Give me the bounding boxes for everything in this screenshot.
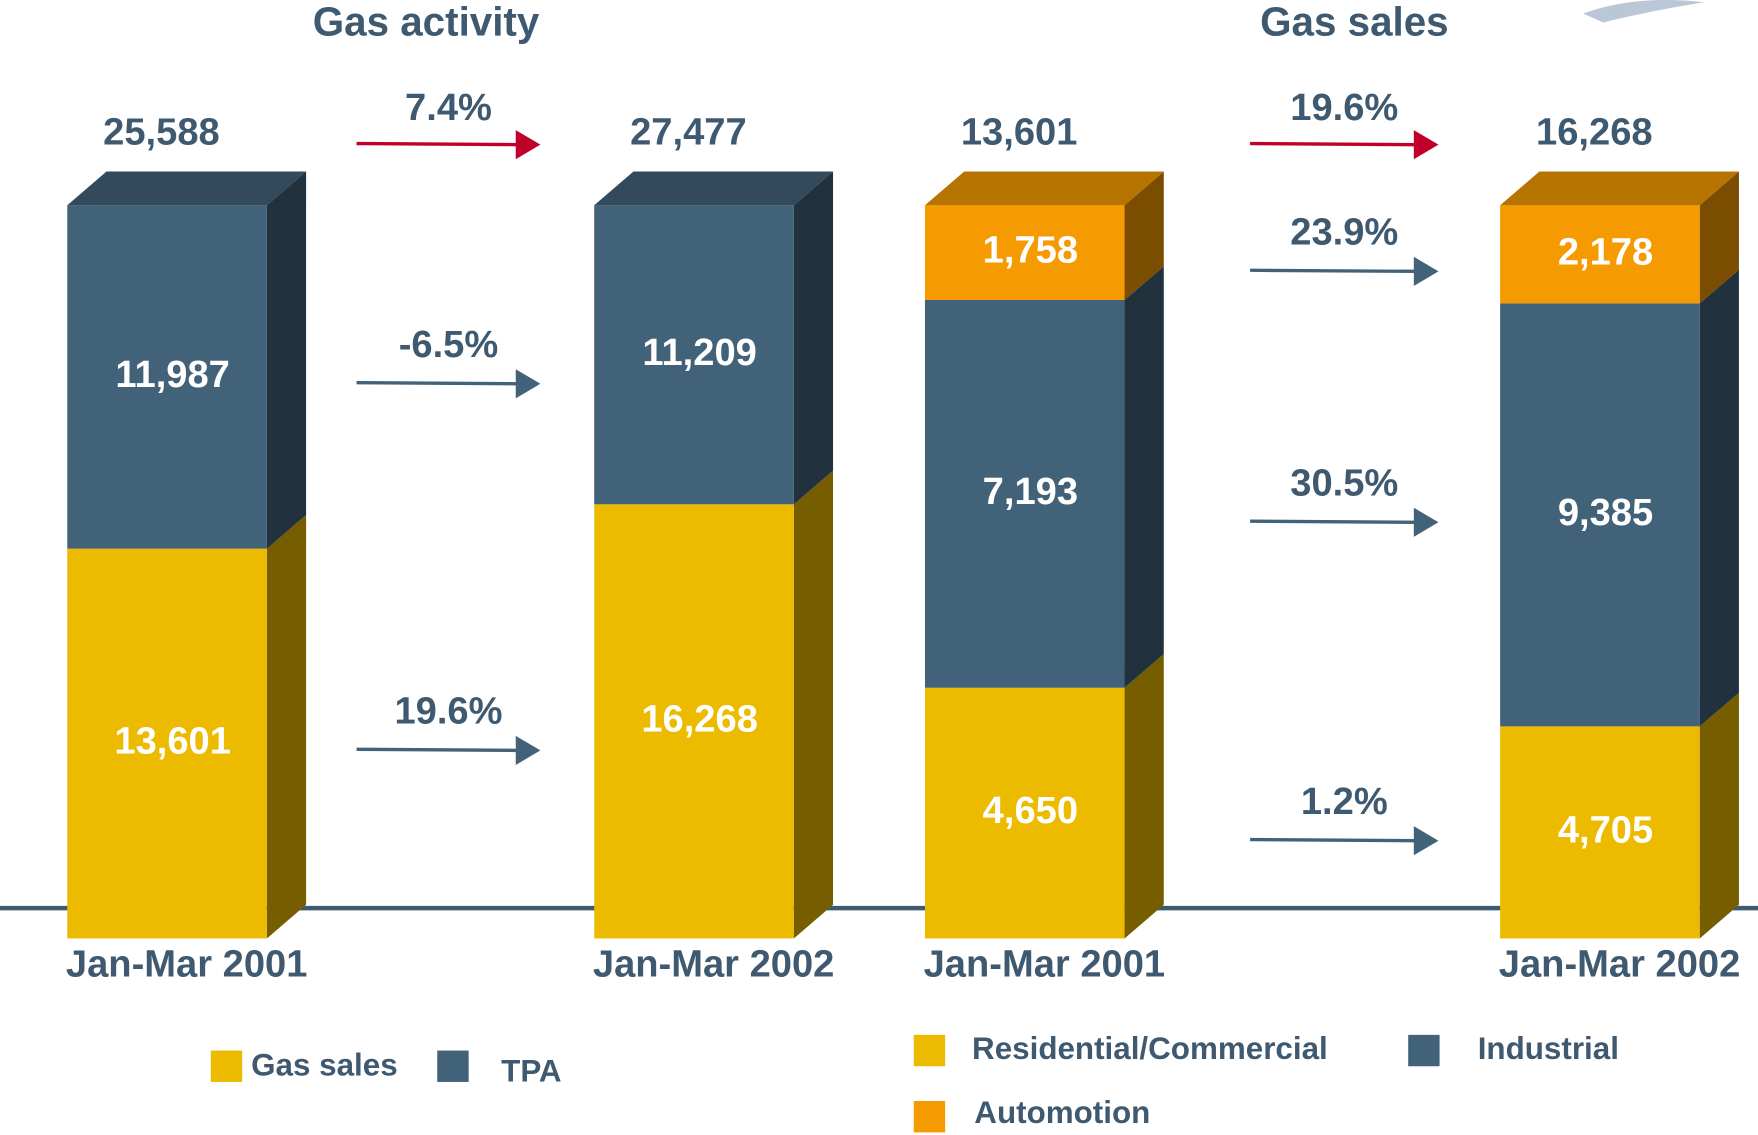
- legend-label: Industrial: [1478, 1031, 1619, 1066]
- value-label: 9,385: [1558, 492, 1653, 534]
- total-label: 25,588: [103, 112, 220, 154]
- bar-side: [1124, 266, 1164, 688]
- total-change: 19.6%: [1290, 87, 1398, 129]
- legend-swatch: [210, 1050, 243, 1082]
- value-label: 7,193: [983, 471, 1078, 513]
- change-arrow: [1250, 519, 1417, 524]
- legend-label: TPA: [501, 1053, 561, 1088]
- total-change: 7.4%: [405, 87, 492, 129]
- bar-side: [1124, 171, 1164, 300]
- bar-segment: [594, 205, 794, 505]
- change-arrow: [1250, 268, 1417, 274]
- logo-swoosh: [1583, 0, 1705, 23]
- bar-side: [266, 515, 307, 939]
- change-arrow: [1250, 837, 1417, 843]
- arrow-head: [515, 369, 541, 399]
- bar-segment: [594, 504, 794, 939]
- bar-side: [1699, 692, 1739, 939]
- bar-top: [1500, 171, 1739, 206]
- bar-side: [1699, 269, 1739, 727]
- value-label: 4,705: [1558, 809, 1653, 851]
- legend-swatch: [437, 1050, 469, 1082]
- value-label: 2,178: [1558, 231, 1653, 273]
- series-change: -6.5%: [399, 324, 499, 366]
- bar-side: [266, 171, 307, 549]
- bar-side: [1699, 171, 1739, 304]
- bar-segment: [1500, 205, 1700, 304]
- legend-swatch: [1408, 1034, 1440, 1067]
- x-tick-label: Jan-Mar 2002: [1499, 944, 1741, 986]
- value-label: 11,209: [642, 332, 756, 374]
- bar-side: [793, 171, 834, 505]
- total-label: 27,477: [630, 112, 747, 154]
- x-tick-label: Jan-Mar 2001: [66, 944, 307, 986]
- bar-segment: [1500, 726, 1700, 939]
- bar-top: [67, 171, 307, 206]
- value-label: 11,987: [115, 354, 229, 396]
- value-label: 13,601: [114, 721, 231, 763]
- bar-segment: [924, 205, 1125, 300]
- change-arrow: [356, 380, 518, 386]
- arrow-head: [1413, 826, 1439, 856]
- bar-segment: [67, 548, 267, 939]
- legend-swatch: [913, 1101, 946, 1133]
- arrow-head: [1413, 256, 1439, 286]
- change-arrow: [356, 141, 518, 147]
- arrow-head: [1413, 130, 1439, 160]
- x-tick-label: Jan-Mar 2001: [924, 944, 1166, 986]
- legend-swatch: [913, 1034, 946, 1067]
- bar-segment: [67, 205, 267, 549]
- total-label: 13,601: [961, 112, 1078, 154]
- series-change: 30.5%: [1290, 462, 1398, 504]
- legend-label: Automotion: [974, 1095, 1150, 1130]
- arrow-head: [515, 735, 541, 765]
- legend-label: Residential/Commercial: [972, 1031, 1328, 1066]
- bar-top: [924, 171, 1164, 206]
- chart-title: Gas sales: [1260, 0, 1449, 44]
- change-arrow: [356, 747, 518, 753]
- chart-title: Gas activity: [313, 0, 540, 44]
- bar-segment: [1500, 303, 1700, 727]
- legend-label: Gas sales: [251, 1048, 398, 1083]
- arrow-head: [1413, 507, 1439, 537]
- bar-side: [1124, 654, 1164, 939]
- bar-segment: [924, 299, 1125, 688]
- value-label: 16,268: [641, 698, 758, 740]
- arrow-head: [515, 130, 541, 160]
- bar-top: [594, 171, 834, 206]
- total-label: 16,268: [1536, 112, 1653, 154]
- value-label: 1,758: [983, 230, 1078, 272]
- x-tick-label: Jan-Mar 2002: [593, 944, 834, 986]
- change-arrow: [1250, 141, 1417, 147]
- bar-segment: [924, 687, 1125, 939]
- bar-side: [793, 470, 834, 939]
- series-change: 19.6%: [394, 690, 502, 732]
- series-change: 23.9%: [1290, 211, 1398, 253]
- value-label: 4,650: [983, 790, 1078, 832]
- series-change: 1.2%: [1301, 781, 1388, 823]
